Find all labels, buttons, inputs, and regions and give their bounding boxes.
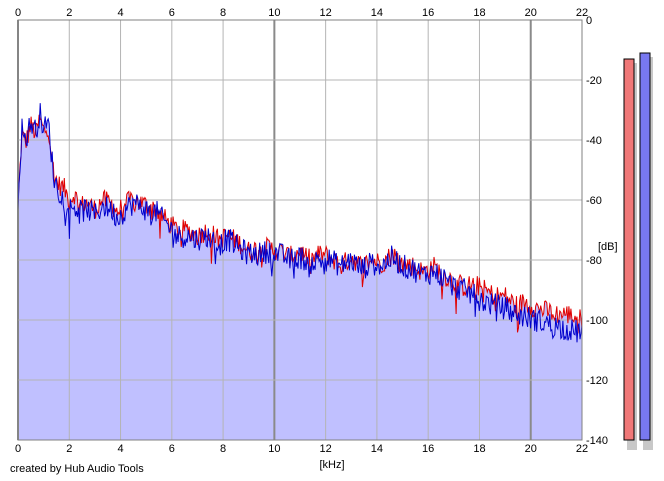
grid-layer [17, 19, 583, 441]
series-line-blue [17, 103, 583, 343]
x-tick-label-top: 4 [117, 7, 123, 19]
x-tick-label-top: 12 [320, 7, 332, 19]
x-tick-label-bottom: 6 [169, 443, 175, 455]
level-meter-bar [639, 52, 651, 441]
x-tick-label-top: 18 [473, 7, 485, 19]
x-tick-label-top: 14 [371, 7, 383, 19]
x-tick-label-bottom: 20 [525, 443, 537, 455]
credit-footer: created by Hub Audio Tools [10, 463, 144, 475]
x-tick-label-bottom: 16 [422, 443, 434, 455]
y-ticks: 0 -20 -40 -60 -80 -100 -120 -140 [586, 15, 608, 447]
y-tick-label: -140 [586, 435, 608, 447]
x-tick-label-bottom: 2 [66, 443, 72, 455]
x-tick-label-bottom: 10 [268, 443, 280, 455]
x-tick-label-bottom: 12 [320, 443, 332, 455]
x-tick-label-bottom: 18 [473, 443, 485, 455]
x-tick-label-top: 8 [220, 7, 226, 19]
plot-frame [17, 19, 583, 441]
y-tick-label: -60 [586, 195, 602, 207]
series-layer [17, 103, 583, 343]
spectrum-area-fill [18, 103, 582, 440]
x-tick-label-top: 6 [169, 7, 175, 19]
x-tick-label-top: 16 [422, 7, 434, 19]
y-tick-label: -80 [586, 255, 602, 267]
x-tick-label-top: 10 [268, 7, 280, 19]
x-tick-label-top: 0 [15, 7, 21, 19]
y-axis-label: [dB] [598, 241, 618, 253]
area-layer [18, 103, 582, 440]
x-axis-label: [kHz] [319, 459, 344, 471]
x-tick-label-top: 2 [66, 7, 72, 19]
x-tick-label-bottom: 14 [371, 443, 383, 455]
y-tick-label: -100 [586, 315, 608, 327]
y-tick-label: -40 [586, 135, 602, 147]
x-tick-label-top: 20 [525, 7, 537, 19]
x-ticks-top: 0 2 4 6 8 10 12 14 16 18 20 22 [15, 7, 588, 19]
x-tick-label-bottom: 0 [15, 443, 21, 455]
x-tick-label-bottom: 22 [576, 443, 588, 455]
y-tick-label: 0 [586, 15, 592, 27]
x-tick-label-bottom: 8 [220, 443, 226, 455]
y-tick-label: -20 [586, 75, 602, 87]
level-meters [623, 52, 653, 450]
x-ticks-bottom: 0 2 4 6 8 10 12 14 16 18 20 22 [15, 443, 588, 455]
x-tick-label-bottom: 4 [117, 443, 123, 455]
x-tick-label-top: 22 [576, 7, 588, 19]
y-tick-label: -120 [586, 375, 608, 387]
level-meter-bar [623, 58, 635, 441]
